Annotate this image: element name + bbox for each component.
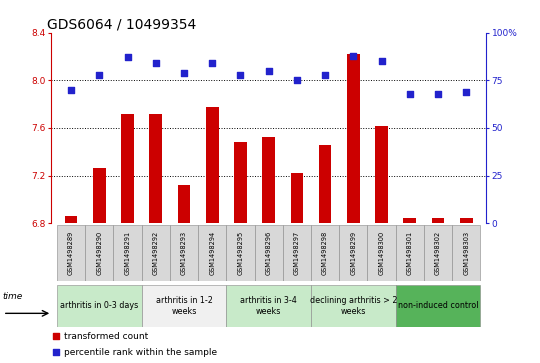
Bar <box>141 285 226 327</box>
Text: transformed count: transformed count <box>64 332 148 341</box>
Bar <box>339 225 367 281</box>
Point <box>95 72 104 77</box>
Point <box>265 68 273 74</box>
Bar <box>311 225 339 281</box>
Bar <box>452 225 481 281</box>
Text: GSM1498297: GSM1498297 <box>294 231 300 275</box>
Bar <box>113 225 141 281</box>
Bar <box>367 225 396 281</box>
Text: arthritis in 0-3 days: arthritis in 0-3 days <box>60 301 138 310</box>
Point <box>462 89 470 95</box>
Text: GSM1498293: GSM1498293 <box>181 231 187 275</box>
Bar <box>226 225 254 281</box>
Bar <box>283 225 311 281</box>
Bar <box>57 225 85 281</box>
Bar <box>57 285 141 327</box>
Text: GSM1498292: GSM1498292 <box>153 231 159 275</box>
Point <box>293 77 301 83</box>
Bar <box>396 285 481 327</box>
Text: arthritis in 3-4
weeks: arthritis in 3-4 weeks <box>240 296 297 315</box>
Bar <box>170 225 198 281</box>
Text: declining arthritis > 2
weeks: declining arthritis > 2 weeks <box>309 296 397 315</box>
Text: GSM1498299: GSM1498299 <box>350 231 356 275</box>
Bar <box>234 142 247 223</box>
Point <box>123 54 132 60</box>
Bar <box>121 114 134 223</box>
Point <box>151 60 160 66</box>
Bar <box>431 219 444 223</box>
Bar <box>347 54 360 223</box>
Text: GSM1498300: GSM1498300 <box>379 231 384 275</box>
Text: time: time <box>3 292 23 301</box>
Point <box>51 334 60 339</box>
Bar <box>311 285 396 327</box>
Text: GSM1498289: GSM1498289 <box>68 231 74 275</box>
Bar <box>396 225 424 281</box>
Bar <box>254 225 283 281</box>
Text: GSM1498296: GSM1498296 <box>266 231 272 275</box>
Text: GDS6064 / 10499354: GDS6064 / 10499354 <box>47 17 196 32</box>
Bar <box>198 225 226 281</box>
Bar <box>262 138 275 223</box>
Point <box>180 70 188 76</box>
Point <box>377 58 386 64</box>
Text: non-induced control: non-induced control <box>398 301 478 310</box>
Point <box>321 72 329 77</box>
Bar <box>291 173 303 223</box>
Point <box>434 91 442 97</box>
Text: GSM1498291: GSM1498291 <box>125 231 131 275</box>
Bar <box>226 285 311 327</box>
Text: arthritis in 1-2
weeks: arthritis in 1-2 weeks <box>156 296 212 315</box>
Point <box>406 91 414 97</box>
Point <box>67 87 76 93</box>
Text: GSM1498290: GSM1498290 <box>96 231 102 275</box>
Bar <box>206 106 219 223</box>
Text: GSM1498298: GSM1498298 <box>322 231 328 275</box>
Bar <box>375 126 388 223</box>
Bar <box>319 144 332 223</box>
Point <box>51 350 60 355</box>
Text: GSM1498303: GSM1498303 <box>463 231 469 275</box>
Point <box>236 72 245 77</box>
Bar <box>460 219 472 223</box>
Bar <box>403 219 416 223</box>
Text: GSM1498295: GSM1498295 <box>238 231 244 275</box>
Text: percentile rank within the sample: percentile rank within the sample <box>64 348 217 357</box>
Text: GSM1498294: GSM1498294 <box>209 231 215 275</box>
Bar <box>178 185 190 223</box>
Bar <box>93 168 106 223</box>
Bar <box>141 225 170 281</box>
Bar <box>65 216 77 223</box>
Text: GSM1498302: GSM1498302 <box>435 231 441 275</box>
Bar <box>85 225 113 281</box>
Point <box>349 53 357 58</box>
Point <box>208 60 217 66</box>
Bar <box>150 114 162 223</box>
Bar <box>424 225 452 281</box>
Text: GSM1498301: GSM1498301 <box>407 231 413 275</box>
